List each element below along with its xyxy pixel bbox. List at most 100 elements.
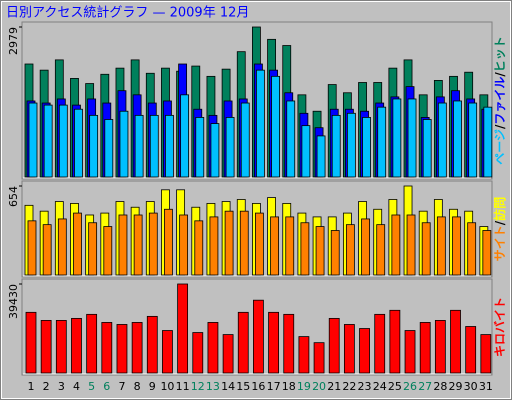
bar [149,114,159,178]
bar [316,135,326,178]
bar [286,100,296,178]
y-tick-label: 39430 [7,284,20,319]
bar [419,322,431,374]
x-tick-label: 12 [191,380,205,393]
bar [345,224,355,276]
bar [73,212,82,276]
bar [421,222,431,276]
legend-entry: ファイル [493,77,507,125]
x-tick-label: 24 [373,380,387,393]
bar [374,313,386,374]
bar [118,214,128,276]
legend-entry: ページ [493,129,507,165]
bar [57,218,67,276]
bar [480,334,492,374]
bar [467,222,477,276]
bar [146,315,158,374]
x-tick-label: 27 [418,380,432,393]
bar [346,112,356,178]
bar [389,309,401,374]
bar [192,332,204,374]
bar [343,324,355,374]
x-tick-label: 9 [149,380,156,393]
x-tick-label: 20 [312,380,326,393]
x-tick-label: 7 [118,380,125,393]
bar [74,108,83,178]
bar [237,311,249,374]
x-tick-label: 30 [464,380,478,393]
bar [315,226,325,276]
bar [465,326,477,374]
bar [377,106,387,178]
x-tick-label: 2 [43,380,50,393]
bar [209,216,219,276]
bar [301,125,311,178]
bar [283,313,295,374]
bar [88,222,98,276]
x-tick-label: 23 [358,380,372,393]
bar [361,218,370,276]
x-tick-label: 16 [251,380,265,393]
bar [177,283,189,374]
bar [434,320,446,374]
x-tick-label: 6 [103,380,110,393]
legend-separator: / [493,124,507,129]
bar [298,336,310,374]
x-tick-label: 10 [160,380,174,393]
x-tick-label: 31 [479,380,493,393]
bar [42,224,52,276]
bar [101,322,113,374]
bar [164,208,173,276]
x-tick-label: 11 [176,380,190,393]
bar [180,94,190,178]
bar [253,299,264,374]
x-tick-label: 15 [236,380,250,393]
bar [195,117,205,178]
bar [331,114,341,178]
legend-entry: ヒット [493,36,507,72]
bar [392,98,402,178]
bar [58,104,68,178]
bar [103,226,113,276]
bar [313,342,325,374]
bar [43,104,53,178]
bar [240,102,250,178]
bar [119,110,129,178]
bar [437,102,447,178]
bar [239,210,249,276]
bar [256,69,265,178]
legend-entry: 訪問 [492,197,507,221]
bar [71,317,82,374]
bar [450,309,461,374]
x-tick-label: 1 [28,380,35,393]
legend: キロバイト [493,297,507,357]
bar [148,212,158,276]
bar [270,216,279,276]
bar [436,216,446,276]
x-tick-label: 14 [221,380,235,393]
bar [28,102,38,178]
bar [194,220,204,276]
bar [225,117,235,178]
x-tick-label: 22 [342,380,356,393]
bar [89,114,99,178]
bar [134,114,144,178]
x-tick-label: 17 [267,380,281,393]
bar [271,75,280,178]
x-tick-label: 26 [403,380,417,393]
x-tick-label: 28 [433,380,447,393]
legend-entry: キロバイト [493,297,507,357]
bar [404,330,416,374]
bar [55,320,67,374]
bar [255,212,264,276]
bar [406,214,416,276]
chart-title: 日別アクセス統計グラフ — 2009年 12月 [6,5,249,21]
legend: ページ/ファイル/ヒット [493,36,507,165]
y-tick-label: 654 [7,186,20,207]
bar [453,100,462,178]
x-tick-label: 5 [88,380,95,393]
bar [104,119,114,178]
x-tick-label: 13 [206,380,220,393]
bar [328,317,340,374]
bar [210,123,220,178]
